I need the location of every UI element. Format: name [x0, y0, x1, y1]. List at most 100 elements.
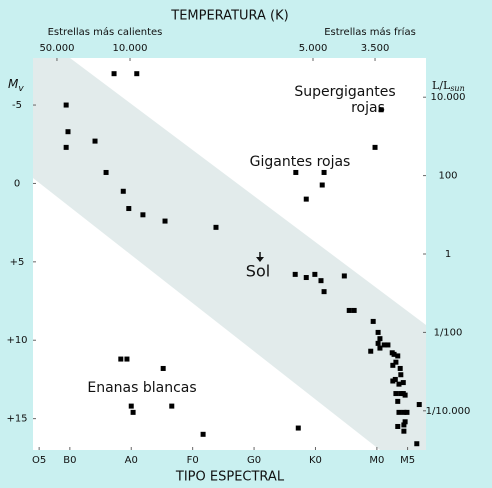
y-axis-label: Mv — [8, 77, 24, 94]
star-point — [120, 188, 126, 194]
star-point — [377, 345, 383, 351]
star-point — [103, 169, 109, 175]
y-tick-label: +10 — [6, 335, 27, 346]
x-tick-label: O5 — [32, 455, 46, 466]
star-point — [200, 431, 206, 437]
x-tick-label: K0 — [309, 455, 322, 466]
star-point — [65, 129, 71, 135]
top-right-label: Estrellas más frías — [324, 26, 416, 38]
y-label-sub: v — [18, 84, 24, 94]
star-point — [401, 409, 407, 415]
sun-arrowhead — [256, 257, 264, 262]
x-tick-label: B0 — [63, 455, 76, 466]
star-point — [118, 356, 124, 362]
x-axis-label: TIPO ESPECTRAL — [175, 470, 285, 485]
star-point — [414, 441, 420, 447]
star-point — [213, 224, 219, 230]
top-left-label: Estrellas más calientes — [48, 26, 163, 38]
star-point — [351, 307, 357, 313]
star-point — [318, 278, 324, 284]
star-point — [126, 206, 132, 212]
star-point — [416, 402, 422, 408]
y-tick-label: +15 — [6, 414, 27, 425]
star-point — [130, 409, 136, 415]
star-point — [391, 351, 397, 357]
star-point — [393, 359, 399, 365]
star-point — [378, 107, 384, 113]
y-tick-label: +5 — [10, 257, 25, 268]
star-point — [377, 336, 383, 342]
x2-tick-label: 50.000 — [39, 43, 74, 54]
star-point — [63, 102, 69, 108]
star-point — [124, 356, 130, 362]
star-point — [396, 409, 402, 415]
star-point — [401, 422, 407, 428]
annotation: Sol — [246, 262, 270, 281]
y2-tick-label: 1/100 — [434, 327, 463, 338]
star-point — [390, 362, 396, 368]
y2-tick-label: 1 — [445, 249, 451, 260]
star-point — [390, 378, 396, 384]
x-tick-label: F0 — [187, 455, 199, 466]
annotation: Gigantes rojas — [250, 154, 351, 170]
star-point — [346, 307, 352, 313]
star-point — [395, 423, 401, 429]
star-point — [140, 212, 146, 218]
main-sequence-band — [33, 58, 426, 450]
star-point — [397, 365, 403, 371]
star-point — [169, 403, 175, 409]
star-point — [293, 169, 299, 175]
star-point — [162, 218, 168, 224]
star-point — [312, 271, 318, 277]
y-tick-label: -5 — [12, 100, 22, 111]
star-point — [396, 381, 402, 387]
chart-title: TEMPERATURA (K) — [170, 9, 288, 24]
star-point — [321, 289, 327, 295]
star-point — [63, 144, 69, 150]
star-point — [372, 144, 378, 150]
star-point — [303, 275, 309, 281]
y2-label-main: L/L — [432, 79, 451, 92]
y-label-main: M — [8, 77, 19, 91]
star-point — [400, 380, 406, 386]
star-point — [375, 340, 381, 346]
x2-tick-label: 5.000 — [299, 43, 328, 54]
star-point — [160, 365, 166, 371]
star-point — [295, 425, 301, 431]
y2-axis-label: L/Lsun — [432, 79, 465, 93]
x-tick-label: M5 — [400, 455, 415, 466]
star-point — [92, 138, 98, 144]
star-point — [381, 342, 387, 348]
x2-tick-label: 3.500 — [361, 43, 390, 54]
star-point — [303, 196, 309, 202]
star-point — [404, 409, 410, 415]
star-point — [375, 329, 381, 335]
annotation: Supergigantes — [294, 84, 395, 100]
y2-tick-label: 10.000 — [431, 92, 466, 103]
x-tick-label: G0 — [247, 455, 261, 466]
star-point — [401, 428, 407, 434]
star-point — [321, 169, 327, 175]
star-point — [402, 392, 408, 398]
star-point — [111, 71, 117, 77]
star-point — [370, 318, 376, 324]
star-point — [395, 353, 401, 359]
star-point — [393, 391, 399, 397]
star-point — [341, 273, 347, 279]
star-point — [398, 372, 404, 378]
x2-tick-label: 10.000 — [113, 43, 148, 54]
y2-tick-label: 100 — [438, 171, 457, 182]
star-point — [134, 71, 140, 77]
star-point — [385, 342, 391, 348]
star-point — [368, 348, 374, 354]
y-tick-label: 0 — [14, 178, 20, 189]
star-point — [402, 419, 408, 425]
x-tick-label: A0 — [125, 455, 138, 466]
y2-label-sub: sun — [450, 84, 464, 93]
annotation: Enanas blancas — [87, 380, 196, 396]
star-point — [395, 398, 401, 404]
star-point — [319, 182, 325, 188]
star-point — [292, 271, 298, 277]
x-tick-label: M0 — [369, 455, 384, 466]
